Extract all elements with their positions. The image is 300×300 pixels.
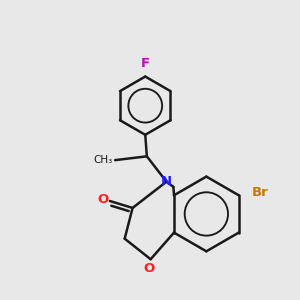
Text: CH₃: CH₃ [93,155,112,165]
Text: N: N [161,175,172,188]
Text: O: O [98,193,109,206]
Text: Br: Br [252,186,269,199]
Text: O: O [143,262,155,275]
Text: F: F [141,57,150,70]
